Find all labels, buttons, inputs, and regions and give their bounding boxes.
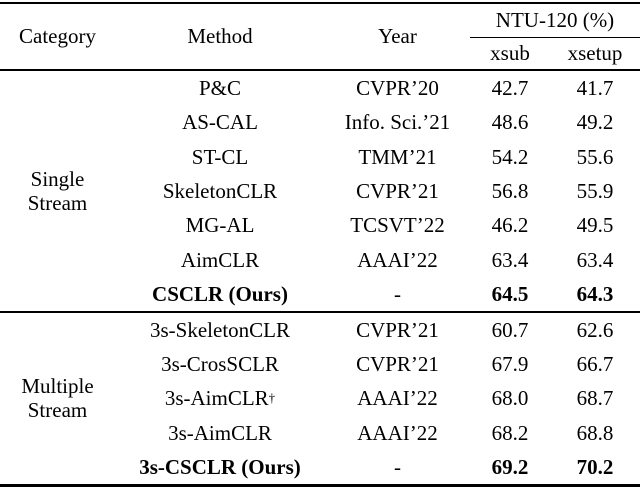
xsetup-cell: 55.6 xyxy=(576,144,614,169)
xsetup-cell: 63.4 xyxy=(576,247,614,272)
year-cell: CVPR’20 xyxy=(356,76,439,101)
xsub-cell: 54.2 xyxy=(491,144,529,169)
xsetup-cell: 68.7 xyxy=(576,386,614,411)
column-header-method: Method xyxy=(187,24,253,49)
column-header-ntu120: NTU-120 (%) xyxy=(470,4,640,38)
method-cell: 3s-SkeletonCLR xyxy=(150,317,290,342)
year-cell: CVPR’21 xyxy=(356,317,439,342)
xsub-cell: 56.8 xyxy=(491,178,529,203)
xsetup-cell: 41.7 xyxy=(576,76,614,101)
category-label-line: Stream xyxy=(27,191,88,216)
category-label: Multiple Stream xyxy=(0,313,115,484)
xsetup-cell: 70.2 xyxy=(576,454,614,479)
column-header-xsetup: xsetup xyxy=(567,41,623,66)
category-label: Single Stream xyxy=(0,71,115,311)
column-header-category: Category xyxy=(19,24,96,49)
xsetup-cell: 66.7 xyxy=(576,351,614,376)
xsetup-cell: 49.5 xyxy=(576,213,614,238)
xsub-cell: 67.9 xyxy=(491,351,529,376)
xsub-cell: 63.4 xyxy=(491,247,529,272)
xsub-cell: 48.6 xyxy=(491,110,529,135)
year-cell: TCSVT’22 xyxy=(350,213,445,238)
method-cell: AS-CAL xyxy=(182,110,258,135)
category-label-line: Single xyxy=(30,166,85,191)
year-cell: AAAI’22 xyxy=(357,420,438,445)
year-cell: CVPR’21 xyxy=(356,178,439,203)
method-cell: AimCLR xyxy=(180,247,260,272)
section-divider-rule xyxy=(0,311,640,313)
category-label-line: Multiple xyxy=(21,374,94,399)
xsetup-cell: 62.6 xyxy=(576,317,614,342)
year-cell: - xyxy=(394,454,401,479)
year-cell: AAAI’22 xyxy=(357,386,438,411)
xsub-cell: 68.0 xyxy=(491,386,529,411)
table-header: Category Method Year NTU-120 (%) xsub xs… xyxy=(0,4,640,69)
method-cell: 3s-AimCLR xyxy=(168,420,272,445)
method-cell: 3s-AimCLR † xyxy=(164,386,276,411)
xsub-cell: 46.2 xyxy=(491,213,529,238)
xsub-cell: 60.7 xyxy=(491,317,529,342)
method-cell: CSCLR (Ours) xyxy=(152,281,288,306)
year-cell: TMM’21 xyxy=(358,144,437,169)
bottom-rule xyxy=(0,484,640,487)
year-cell: AAAI’22 xyxy=(357,247,438,272)
method-cell: MG-AL xyxy=(185,213,255,238)
method-cell: P&C xyxy=(198,76,242,101)
top-rule xyxy=(0,2,640,4)
method-cell: 3s-CSCLR (Ours) xyxy=(139,454,301,479)
xsetup-cell: 49.2 xyxy=(576,110,614,135)
xsub-cell: 68.2 xyxy=(491,420,529,445)
column-header-xsub: xsub xyxy=(490,41,530,66)
xsetup-cell: 64.3 xyxy=(576,281,614,306)
xsub-cell: 42.7 xyxy=(491,76,529,101)
year-cell: - xyxy=(394,281,401,306)
year-cell: Info. Sci.’21 xyxy=(344,110,451,135)
header-rule xyxy=(0,69,640,71)
method-cell: 3s-CrosSCLR xyxy=(161,351,279,376)
single-stream-section: Single Stream P&C CVPR’20 42.7 41.7 AS-CAL Info… xyxy=(0,71,640,311)
xsub-cell: 69.2 xyxy=(491,454,529,479)
category-label-line: Stream xyxy=(27,398,88,423)
xsub-cell: 64.5 xyxy=(491,281,529,306)
method-cell: SkeletonCLR xyxy=(162,178,278,203)
multiple-stream-section: Multiple Stream 3s-SkeletonCLR CVPR’21 60.7 6… xyxy=(0,313,640,484)
xsetup-cell: 68.8 xyxy=(576,420,614,445)
column-header-year: Year xyxy=(378,24,417,49)
method-cell: ST-CL xyxy=(191,144,249,169)
xsetup-cell: 55.9 xyxy=(576,178,614,203)
year-cell: CVPR’21 xyxy=(356,351,439,376)
